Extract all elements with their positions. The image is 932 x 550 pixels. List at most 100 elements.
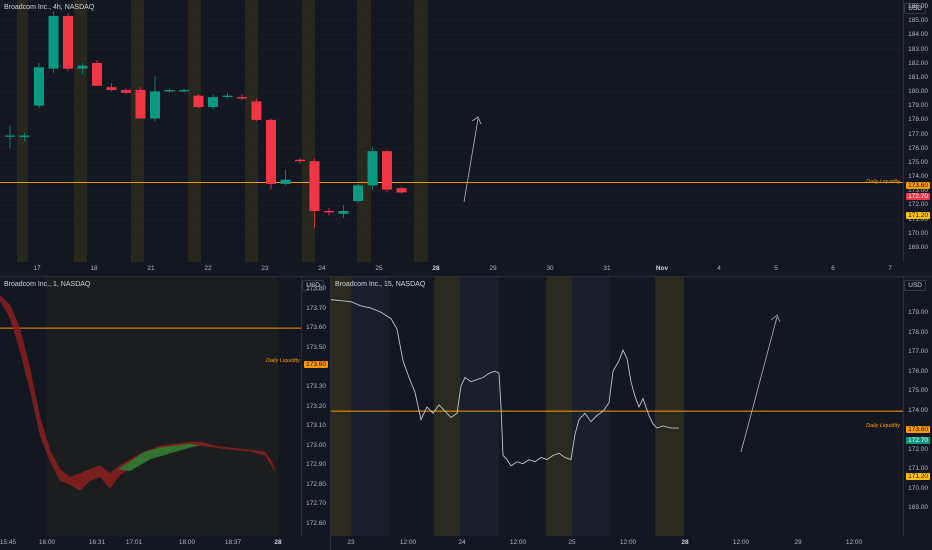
session-band [17,0,28,262]
top-currency-button[interactable]: USD [904,3,926,14]
projection-arrow-head-icon [770,314,781,323]
bottom-right-price-label: 176.00 [908,367,928,375]
bottom-right-time-label: 12:00 [509,539,527,546]
candle [106,87,117,90]
bottom-left-price-label: 172.80 [306,480,326,488]
bottom-left-chart-canvas[interactable] [0,277,301,536]
bottom-right-time-label: 12:00 [732,539,750,546]
top-chart-title: Broadcom Inc., 4h, NASDAQ [4,4,95,11]
candle [222,95,233,98]
bottom-right-time-label: 12:00 [845,539,863,546]
top-time-axis[interactable]: 17 18 21 22 23 24 25 28 29 30 31 Nov 4 5 6 7 [0,262,903,276]
bottom-left-price-scale[interactable]: USD 173.80173.70173.60173.50173.40173.30… [301,277,330,536]
session-band [302,0,315,262]
top-time-label: 22 [204,265,212,272]
bottom-right-price-label: 171.00 [908,465,928,472]
bottom-left-chart-pane[interactable]: Broadcom Inc., 1, NASDAQ Daily Liquidity… [0,277,330,536]
bottom-right-chart-pane[interactable]: Broadcom Inc., 15, NASDAQ Daily Liquidit… [331,277,932,536]
bottom-right-chart-canvas[interactable] [331,277,903,536]
top-time-label: 29 [489,265,497,272]
top-liquidity-price-tag: 173.60 [906,182,930,189]
candle [19,135,30,137]
candle [251,101,262,120]
bottom-left-price-label: 172.60 [306,520,326,527]
top-time-label: 31 [603,265,611,272]
top-time-label: 4 [717,265,721,272]
top-price-label: 183.00 [908,45,928,53]
bottom-right-price-label: 172.00 [908,445,928,453]
session-band [46,277,278,536]
pane-divider-vertical[interactable] [330,277,331,550]
bottom-left-price-label: 173.70 [306,304,326,312]
bottom-right-current-price-tag: 172.70 [906,437,930,444]
bottom-left-price-label: 173.20 [306,402,326,410]
top-price-label: 169.00 [908,244,928,251]
bottom-left-time-axis[interactable]: 15:45 16:00 16:31 17:01 18:00 18:37 28 [0,536,301,550]
top-time-label: 18 [90,265,98,272]
bottom-left-time-label: 15:45 [0,539,17,546]
top-price-label: 185.00 [908,17,928,25]
price-ribbon-up-area [118,443,200,472]
top-price-label: 170.00 [908,229,928,237]
candle [34,67,44,106]
bottom-left-time-label: 16:31 [88,539,106,546]
top-time-label: 7 [888,265,892,272]
bottom-left-price-label: 173.10 [306,422,326,430]
bottom-right-price-scale[interactable]: USD 179.00 178.00 177.00 176.00 175.00 174.00… [903,277,932,536]
candle [92,62,102,86]
bottom-right-liquidity-price-tag: 173.60 [906,426,930,433]
session-band [357,0,371,262]
candle [309,161,320,211]
bottom-right-currency-button[interactable]: USD [904,280,926,291]
bottom-right-time-axis[interactable]: 23 12:00 24 12:00 25 12:00 28 12:00 29 12:00 [331,536,903,550]
bottom-right-time-label: 24 [458,539,466,546]
top-chart-canvas[interactable] [0,0,903,262]
top-time-label: 30 [546,265,554,272]
bottom-left-price-label: 172.70 [306,500,326,508]
candle [193,95,204,108]
top-price-label: 174.00 [908,173,928,181]
top-price-label: 176.00 [908,144,928,152]
bottom-left-currency-button[interactable]: USD [302,280,324,291]
bottom-right-liquidity-label: Daily Liquidity [866,423,900,429]
top-price-label: 180.00 [908,88,928,96]
price-line [331,299,679,467]
top-time-label: 24 [318,265,326,272]
candle [48,15,59,69]
session-band [546,277,572,536]
bottom-right-chart-title: Broadcom Inc., 15, NASDAQ [335,281,426,288]
bottom-right-time-label: 23 [347,539,355,546]
top-price-label: 182.00 [908,59,928,67]
session-band [572,277,610,536]
top-price-label: 173.00 [908,187,928,195]
top-price-label: 177.00 [908,130,928,138]
candle [266,119,276,184]
top-price-label: 178.00 [908,116,928,124]
session-band [131,0,144,262]
bottom-left-price-label: 173.80 [306,285,326,292]
top-time-label: 23 [261,265,269,272]
bottom-right-price-label: 170.00 [908,484,928,492]
bottom-left-liquidity-label: Daily Liquidity [266,358,300,364]
bottom-right-price-label: 179.00 [908,309,928,316]
bottom-right-price-label: 178.00 [908,328,928,336]
candle [135,89,146,119]
top-price-label: 181.00 [908,73,928,81]
top-price-label: 186.00 [908,3,928,10]
pane-divider-horizontal[interactable] [0,276,932,277]
session-band [460,277,499,536]
bottom-left-liquidity-price-tag: 173.60 [304,361,328,368]
top-price-label: 184.00 [908,31,928,39]
candle [179,89,189,92]
top-price-label: 179.00 [908,102,928,110]
bottom-right-time-label: 25 [568,539,576,546]
top-time-label: 25 [375,265,383,272]
top-price-label: 172.00 [908,201,928,209]
bottom-left-time-label: 28 [274,539,282,546]
bottom-left-price-label: 172.90 [306,461,326,469]
bottom-left-price-label: 173.00 [306,441,326,449]
bottom-left-price-label: 173.60 [306,324,326,332]
session-band [414,0,428,262]
top-price-scale[interactable]: USD 186.00 185.00 184.00 183.00 182.00 181.00… [903,0,932,262]
top-chart-pane[interactable]: Broadcom Inc., 4h, NASDAQ Daily Liquidit… [0,0,932,262]
